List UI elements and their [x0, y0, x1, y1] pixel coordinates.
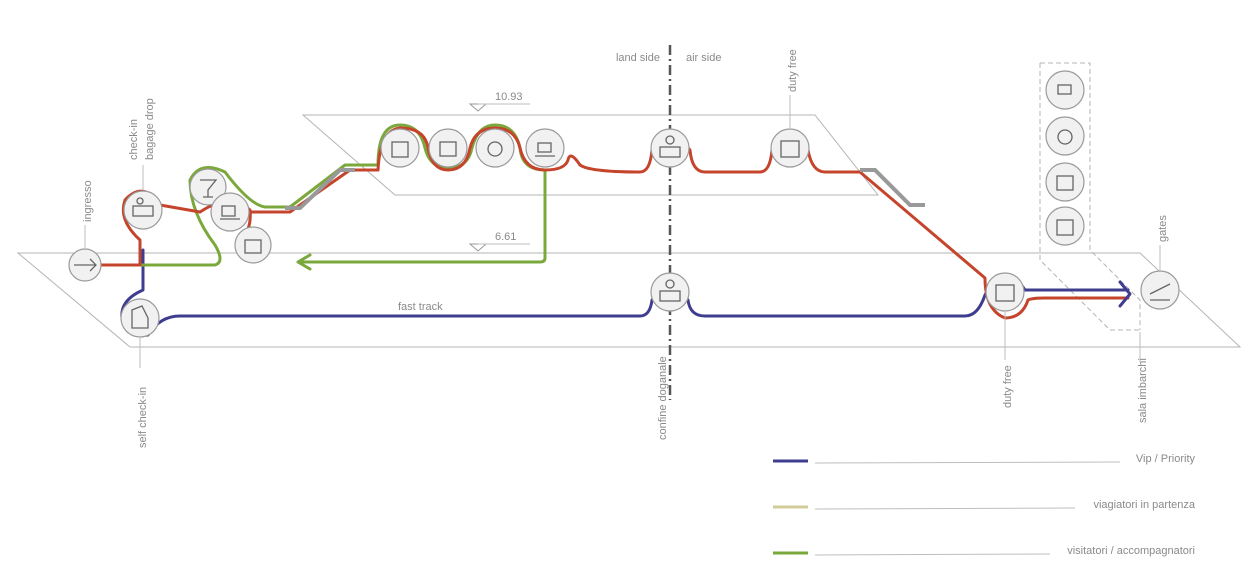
visitor-arrow [296, 253, 312, 271]
stop-label: bagage drop [144, 98, 156, 160]
sala-box [1040, 62, 1141, 330]
escalator [860, 168, 925, 207]
stops [68, 70, 1180, 338]
stop-label: ingresso [82, 180, 94, 222]
stop-label: check-in [128, 119, 140, 160]
departure-route [98, 126, 1130, 320]
legend: Vip / Priority viagiatori in partenza vi… [773, 453, 1196, 557]
level-marker [468, 243, 488, 252]
level-marker [468, 103, 488, 112]
stop-label: duty free [787, 49, 799, 92]
gates-arrow [1118, 280, 1132, 308]
stop-label: gates [1157, 215, 1169, 242]
upper-level [301, 114, 880, 196]
legend-label: viagiatori in partenza [1093, 499, 1195, 511]
legend-label: visitatori / accompagnatori [1067, 545, 1195, 557]
vip-route [120, 248, 1130, 337]
zone-label: land side [616, 52, 660, 64]
level-label: 6.61 [495, 231, 516, 243]
stop-label: self check-in [137, 387, 149, 448]
lower-level [16, 252, 1242, 348]
legend-label: Vip / Priority [1136, 453, 1196, 465]
stop-label: duty free [1002, 365, 1014, 408]
stop-label: confine doganale [657, 356, 669, 440]
level-label: 10.93 [495, 91, 523, 103]
escalator [285, 168, 355, 210]
zone-label: air side [686, 52, 721, 64]
route-label: fast track [398, 301, 443, 313]
stop-label: sala imbarchi [1137, 358, 1149, 423]
sala-box [1039, 63, 1140, 331]
